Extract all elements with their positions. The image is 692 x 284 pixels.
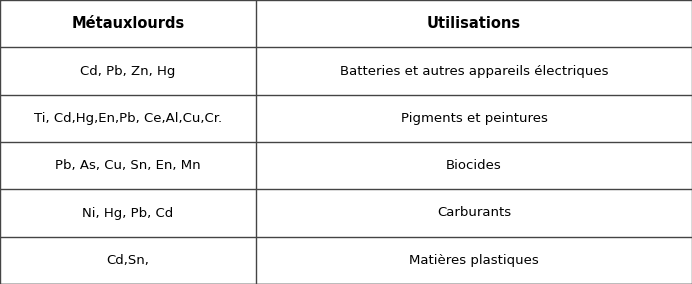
Text: Batteries et autres appareils électriques: Batteries et autres appareils électrique…: [340, 64, 608, 78]
Text: Cd,Sn,: Cd,Sn,: [107, 254, 149, 267]
Text: Ni, Hg, Pb, Cd: Ni, Hg, Pb, Cd: [82, 206, 174, 220]
Text: Pigments et peintures: Pigments et peintures: [401, 112, 547, 125]
Text: Matières plastiques: Matières plastiques: [409, 254, 539, 267]
Text: Utilisations: Utilisations: [427, 16, 521, 31]
Text: Carburants: Carburants: [437, 206, 511, 220]
Text: Métauxlourds: Métauxlourds: [71, 16, 185, 31]
Text: Cd, Pb, Zn, Hg: Cd, Pb, Zn, Hg: [80, 64, 176, 78]
Text: Pb, As, Cu, Sn, En, Mn: Pb, As, Cu, Sn, En, Mn: [55, 159, 201, 172]
Text: Ti, Cd,Hg,En,Pb, Ce,Al,Cu,Cr.: Ti, Cd,Hg,En,Pb, Ce,Al,Cu,Cr.: [34, 112, 222, 125]
Text: Biocides: Biocides: [446, 159, 502, 172]
